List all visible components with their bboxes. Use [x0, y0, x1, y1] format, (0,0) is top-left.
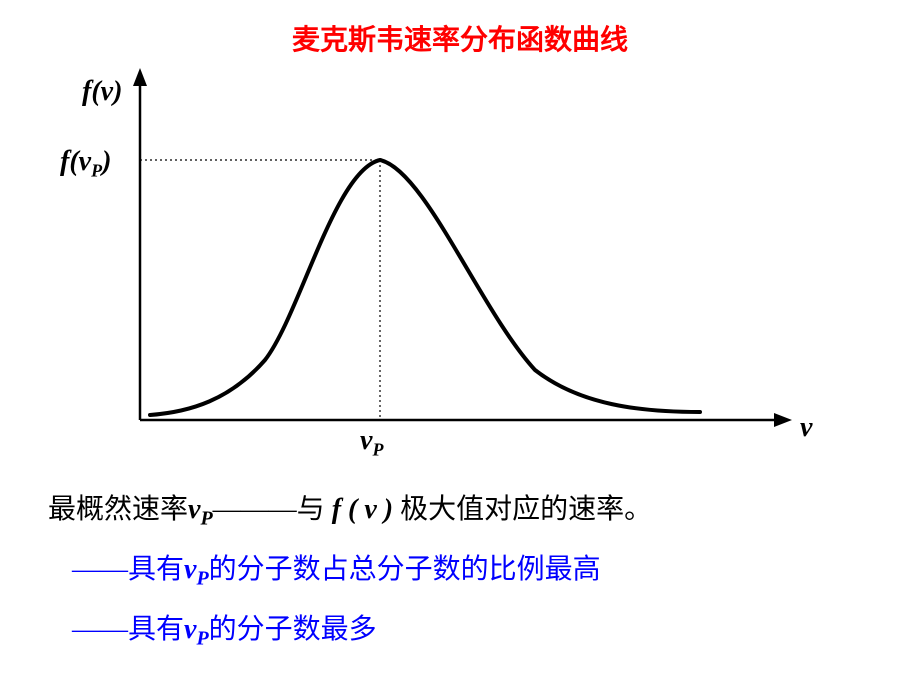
caption-line-1: 最概然速率vP———与 f ( v ) 极大值对应的速率。 [48, 490, 652, 533]
caption-line-3: ——具有vP的分子数最多 [72, 610, 377, 653]
page-title: 麦克斯韦速率分布函数曲线 [0, 18, 920, 58]
x-tick-label: vP [360, 425, 383, 461]
caption-line-2: ——具有vP的分子数占总分子数的比例最高 [72, 550, 601, 593]
distribution-chart: f(v) f(vP) vP v [60, 60, 840, 460]
x-axis-arrow [774, 413, 792, 427]
chart-svg [60, 60, 840, 460]
x-axis-label: v [800, 412, 812, 444]
y-axis-label: f(v) [82, 76, 122, 108]
y-tick-label: f(vP) [60, 146, 111, 182]
y-axis-arrow [133, 68, 147, 86]
distribution-curve [150, 160, 700, 415]
